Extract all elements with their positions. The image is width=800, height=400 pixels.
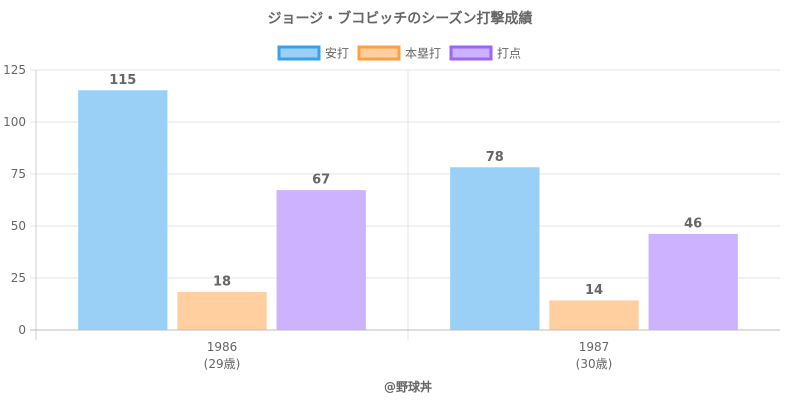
bar-1987-0 [450,167,540,330]
axes: 0 25 50 75 100 125 1986 (29歳) 1987 (30歳) [3,63,780,371]
credit-label: @野球丼 [384,379,432,394]
data-label: 78 [486,150,504,165]
bar-1986-2 [276,190,366,330]
x-tick-label: 1986 [207,340,238,354]
legend-swatch-2 [449,45,493,61]
legend-label-1: 本塁打 [405,47,441,61]
x-tick-sublabel: (30歳) [576,357,613,371]
data-label: 115 [109,73,136,88]
y-tick-label: 100 [3,115,26,129]
data-label: 18 [213,275,231,290]
bar-1986-0 [78,90,168,330]
y-tick-label: 50 [11,219,26,233]
legend-swatch-0 [277,45,321,61]
data-label: 46 [684,216,702,231]
y-tick-label: 125 [3,63,26,77]
bar-1987-2 [648,234,738,330]
y-tick-label: 0 [18,323,26,337]
data-label: 14 [585,283,603,298]
y-tick-label: 25 [11,271,26,285]
x-tick-label: 1987 [579,340,610,354]
bars: 115 18 67 78 14 46 [78,73,738,330]
chart-title: ジョージ・ブコビッチのシーズン打撃成績 [267,10,532,27]
legend-swatch-1 [357,45,401,61]
legend-label-2: 打点 [497,47,521,61]
legend-label-0: 安打 [325,46,349,61]
data-label: 67 [312,173,330,188]
x-tick-sublabel: (29歳) [204,357,241,371]
bar-1986-1 [177,292,267,330]
y-tick-label: 75 [11,167,26,181]
chart-legend: 安打 本塁打 打点 [277,45,521,61]
bar-1987-1 [549,300,639,330]
